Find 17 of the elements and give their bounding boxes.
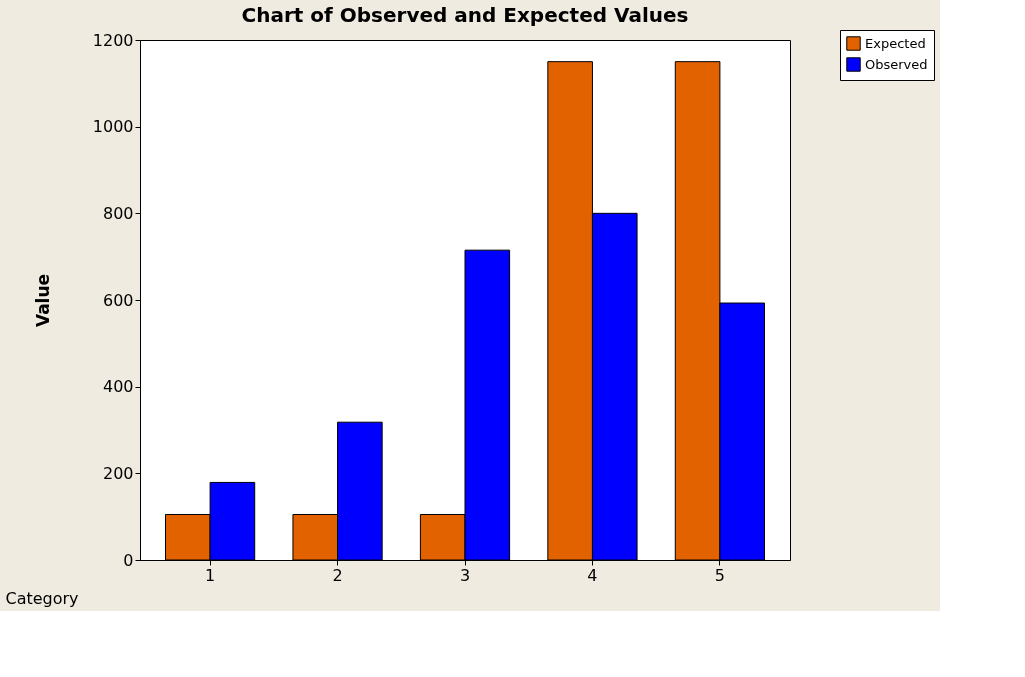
x-axis-title: Category [5, 588, 79, 608]
x-tick-label: 4 [587, 565, 598, 585]
y-tick-label: 800 [102, 203, 134, 223]
x-tick-label: 3 [459, 565, 471, 585]
legend-label: Observed [865, 56, 928, 72]
x-tick-label: 1 [205, 565, 216, 585]
y-tick-label: 600 [102, 290, 134, 310]
legend-label: Expected [865, 35, 926, 51]
x-tick-label: 2 [332, 565, 343, 585]
y-tick-label: 400 [102, 377, 134, 397]
y-tick-label: 200 [102, 463, 134, 483]
chart-title: Chart of Observed and Expected Values [241, 2, 689, 27]
y-axis-title: Value [32, 273, 53, 328]
y-tick-label: 0 [123, 550, 134, 570]
y-tick-label: 1000 [92, 117, 134, 137]
y-tick-label: 1200 [92, 30, 134, 50]
x-tick-label: 5 [714, 565, 725, 585]
